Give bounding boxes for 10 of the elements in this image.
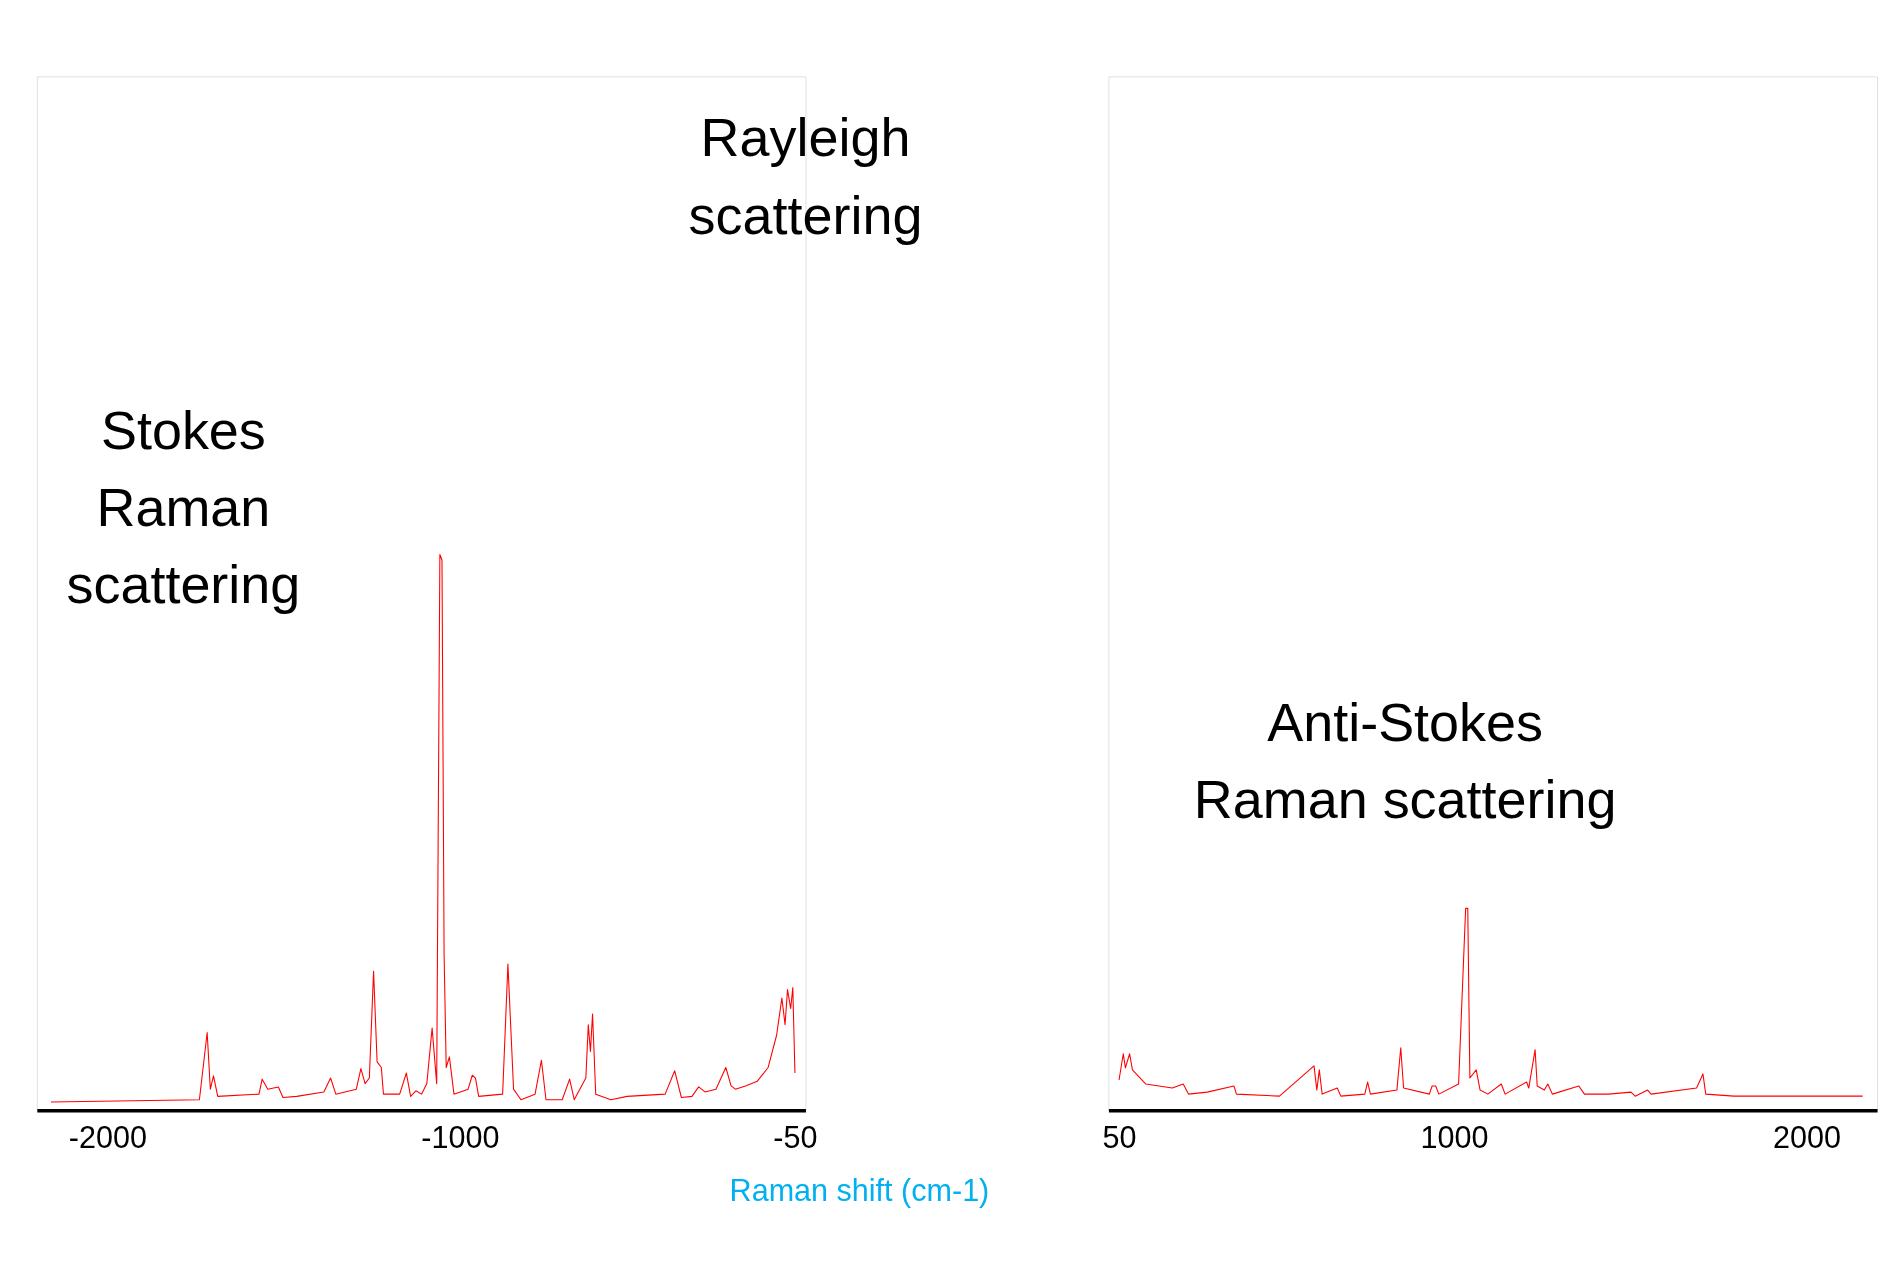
x-tick-label: 50	[1102, 1119, 1137, 1154]
x-tick-label: -2000	[68, 1119, 147, 1154]
x-axis-title: Raman shift (cm-1)	[729, 1173, 990, 1209]
text: Anti-Stokes Raman scattering	[1193, 691, 1617, 830]
x-tick-label: -50	[773, 1119, 818, 1154]
x-tick-label: 1000	[1420, 1119, 1489, 1154]
text: Rayleigh scattering	[688, 107, 923, 245]
x-tick-label: 2000	[1773, 1119, 1842, 1154]
x-tick-label: -1000	[421, 1119, 500, 1154]
annotation: Stokes Raman scattering	[66, 399, 301, 615]
